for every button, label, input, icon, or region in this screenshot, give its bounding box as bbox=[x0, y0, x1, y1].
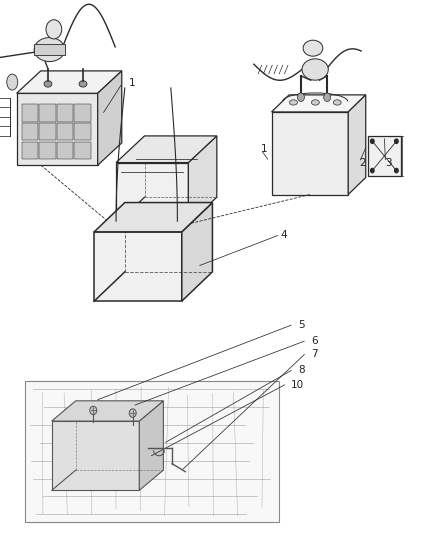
Text: 1: 1 bbox=[129, 78, 136, 87]
Polygon shape bbox=[116, 136, 217, 163]
Polygon shape bbox=[139, 401, 163, 490]
Ellipse shape bbox=[7, 74, 18, 90]
Polygon shape bbox=[98, 71, 122, 165]
Text: 1: 1 bbox=[261, 144, 267, 154]
Ellipse shape bbox=[311, 100, 319, 105]
Polygon shape bbox=[39, 123, 56, 140]
Text: 7: 7 bbox=[311, 350, 318, 359]
Polygon shape bbox=[74, 104, 91, 122]
Polygon shape bbox=[272, 95, 366, 112]
Polygon shape bbox=[25, 381, 279, 522]
Polygon shape bbox=[34, 44, 65, 55]
Polygon shape bbox=[39, 104, 56, 122]
Circle shape bbox=[90, 406, 97, 415]
Polygon shape bbox=[182, 203, 212, 301]
Text: 6: 6 bbox=[311, 336, 318, 346]
Polygon shape bbox=[348, 95, 366, 195]
Ellipse shape bbox=[303, 40, 323, 56]
Polygon shape bbox=[39, 142, 56, 159]
Polygon shape bbox=[272, 112, 348, 195]
Polygon shape bbox=[188, 136, 217, 224]
Text: 3: 3 bbox=[385, 158, 392, 167]
Polygon shape bbox=[94, 232, 182, 301]
Ellipse shape bbox=[44, 80, 52, 87]
Polygon shape bbox=[17, 93, 98, 165]
Circle shape bbox=[324, 93, 331, 101]
Text: 5: 5 bbox=[298, 320, 304, 330]
Polygon shape bbox=[22, 142, 38, 159]
Polygon shape bbox=[57, 104, 73, 122]
Polygon shape bbox=[52, 421, 139, 490]
Polygon shape bbox=[368, 136, 401, 176]
Circle shape bbox=[297, 93, 304, 101]
Polygon shape bbox=[17, 71, 122, 93]
Ellipse shape bbox=[302, 59, 328, 80]
Polygon shape bbox=[116, 163, 188, 224]
Polygon shape bbox=[22, 123, 38, 140]
Text: 8: 8 bbox=[298, 366, 304, 375]
Circle shape bbox=[371, 168, 374, 173]
Polygon shape bbox=[57, 142, 73, 159]
Polygon shape bbox=[74, 142, 91, 159]
Text: 4: 4 bbox=[280, 230, 287, 239]
Ellipse shape bbox=[79, 80, 87, 87]
Circle shape bbox=[371, 139, 374, 143]
Polygon shape bbox=[57, 123, 73, 140]
Text: 2: 2 bbox=[359, 158, 366, 167]
Circle shape bbox=[395, 168, 398, 173]
Polygon shape bbox=[74, 123, 91, 140]
Ellipse shape bbox=[34, 37, 65, 62]
Polygon shape bbox=[94, 203, 212, 232]
Circle shape bbox=[46, 20, 62, 39]
Text: 10: 10 bbox=[291, 380, 304, 390]
Circle shape bbox=[129, 409, 136, 417]
Ellipse shape bbox=[290, 100, 297, 105]
Polygon shape bbox=[52, 401, 163, 421]
Polygon shape bbox=[22, 104, 38, 122]
Circle shape bbox=[395, 139, 398, 143]
Ellipse shape bbox=[333, 100, 341, 105]
